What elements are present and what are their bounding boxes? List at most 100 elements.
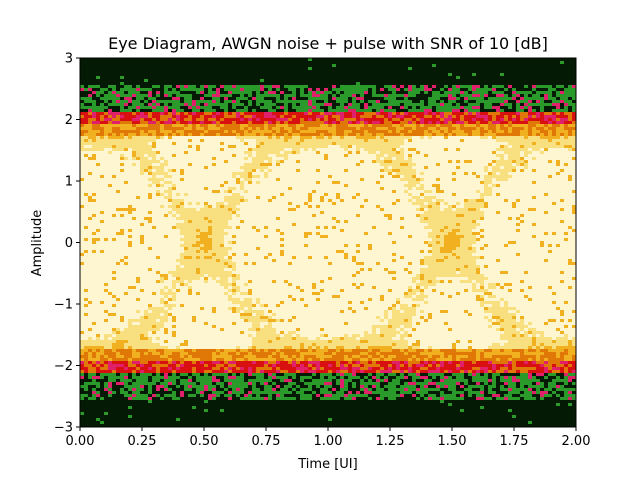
heat-cell (244, 142, 248, 145)
heat-cell (104, 187, 108, 190)
heat-cell (128, 346, 132, 349)
heat-cell (124, 289, 128, 292)
heat-cell (244, 253, 248, 256)
heat-cell (260, 205, 264, 208)
heat-cell (248, 169, 252, 172)
heat-cell (84, 280, 88, 283)
heat-cell (276, 325, 280, 328)
heat-cell (268, 112, 272, 115)
heat-cell (136, 91, 140, 94)
heat-cell (136, 280, 140, 283)
heat-cell (272, 301, 276, 304)
heat-cell (252, 193, 256, 196)
heat-cell (184, 310, 188, 313)
heat-cell (148, 388, 152, 391)
heat-cell (200, 295, 204, 298)
heat-cell (104, 148, 108, 151)
heat-cell (112, 289, 116, 292)
heat-cell (116, 247, 120, 250)
heat-cell (264, 118, 268, 121)
heat-cell (136, 160, 140, 163)
heat-cell (124, 313, 128, 316)
heat-cell (252, 244, 256, 247)
heat-cell (104, 259, 108, 262)
heat-cell (148, 340, 152, 343)
heat-cell (212, 145, 216, 148)
heat-cell (224, 274, 228, 277)
heat-cell (144, 226, 148, 229)
heat-cell (228, 91, 232, 94)
heat-cell (112, 190, 116, 193)
heat-cell (120, 190, 124, 193)
heat-cell (168, 370, 172, 373)
heat-cell (264, 277, 268, 280)
heat-cell (208, 388, 212, 391)
heat-cell (124, 115, 128, 118)
heat-cell (236, 343, 240, 346)
heat-cell (256, 169, 260, 172)
heat-cell (224, 289, 228, 292)
heat-cell (112, 136, 116, 139)
heat-cell (232, 205, 236, 208)
heat-cell (268, 331, 272, 334)
heat-cell (240, 112, 244, 115)
heat-cell (188, 370, 192, 373)
heat-cell (96, 154, 100, 157)
heat-cell (152, 217, 156, 220)
heat-cell (144, 307, 148, 310)
heat-cell (112, 328, 116, 331)
heat-cell (156, 325, 160, 328)
heat-cell (176, 313, 180, 316)
heat-cell (276, 349, 280, 352)
heat-cell (208, 106, 212, 109)
heat-cell (224, 244, 228, 247)
heat-cell (256, 181, 260, 184)
heat-cell (188, 181, 192, 184)
heat-cell (268, 205, 272, 208)
heat-cell (180, 130, 184, 133)
heat-cell (148, 184, 152, 187)
heat-cell (268, 88, 272, 91)
heat-cell (272, 157, 276, 160)
heat-cell (120, 346, 124, 349)
heat-cell (148, 346, 152, 349)
heat-cell (240, 121, 244, 124)
heat-cell (172, 139, 176, 142)
heat-cell (100, 364, 104, 367)
heat-cell (120, 118, 124, 121)
heat-cell (100, 103, 104, 106)
heat-cell (280, 154, 284, 157)
heat-cell (124, 103, 128, 106)
heat-cell (164, 301, 168, 304)
heat-cell (252, 355, 256, 358)
heat-cell (208, 370, 212, 373)
heat-cell (132, 289, 136, 292)
heat-cell (212, 271, 216, 274)
heat-cell (236, 208, 240, 211)
heat-cell (140, 166, 144, 169)
heat-cell (256, 286, 260, 289)
heat-cell (248, 235, 252, 238)
heat-cell (212, 157, 216, 160)
heat-cell (276, 127, 280, 130)
heat-cell (184, 142, 188, 145)
heat-cell (248, 268, 252, 271)
heat-cell (228, 334, 232, 337)
heat-cell (276, 343, 280, 346)
heat-cell (80, 355, 84, 358)
heat-cell (184, 316, 188, 319)
heat-cell (236, 211, 240, 214)
heat-cell (124, 352, 128, 355)
heat-cell (208, 319, 212, 322)
heat-cell (144, 349, 148, 352)
heat-cell (160, 193, 164, 196)
heat-cell (84, 172, 88, 175)
heat-cell (228, 163, 232, 166)
heat-cell (240, 184, 244, 187)
heat-cell (192, 340, 196, 343)
heat-cell (276, 223, 280, 226)
heat-cell (96, 364, 100, 367)
heat-cell (264, 304, 268, 307)
heat-cell (264, 202, 268, 205)
heat-cell (96, 229, 100, 232)
